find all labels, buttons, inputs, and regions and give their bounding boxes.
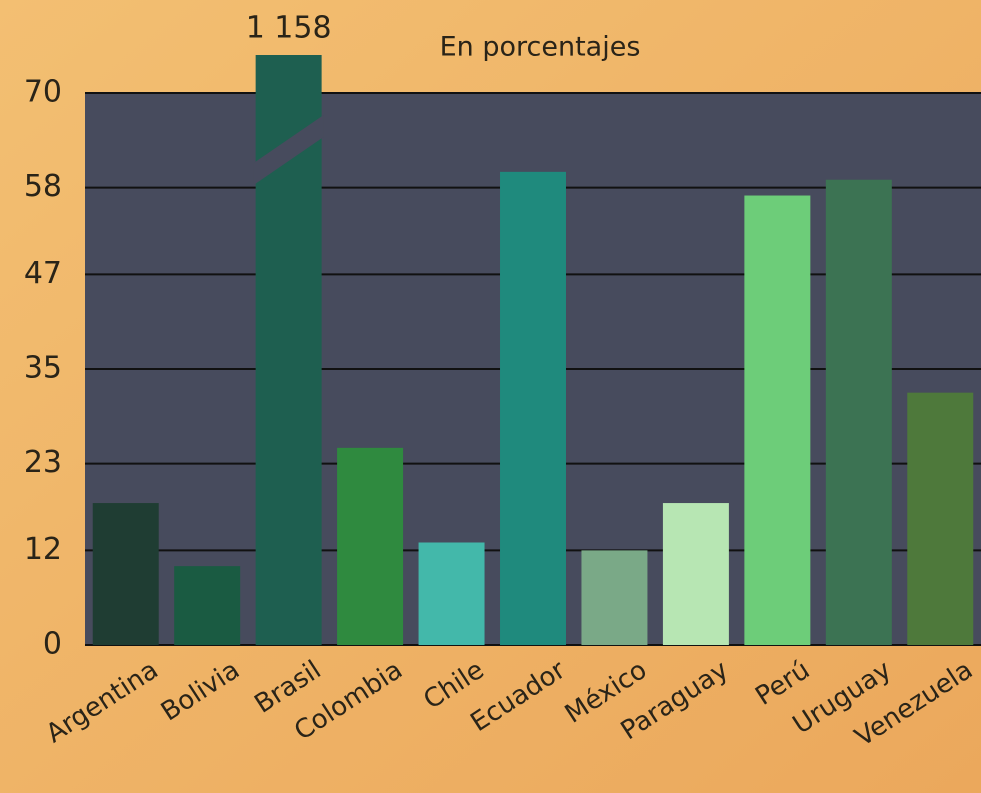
y-tick-label: 70: [24, 75, 62, 110]
y-tick-label: 58: [24, 169, 62, 204]
bar: [174, 566, 241, 645]
bar: [744, 195, 811, 645]
bar: [92, 503, 159, 645]
bar: [662, 503, 729, 645]
bar: [337, 447, 404, 645]
chart-subtitle: En porcentajes: [440, 32, 641, 63]
y-tick-label: 23: [24, 445, 62, 480]
y-tick-label: 12: [24, 532, 62, 567]
bar: [581, 550, 648, 645]
bar: [418, 542, 485, 645]
y-tick-label: 0: [43, 627, 62, 662]
bar: [825, 179, 892, 645]
y-tick-label: 47: [24, 256, 62, 291]
axis-break: [253, 115, 324, 185]
bar: [500, 171, 566, 645]
bar: [907, 392, 974, 645]
y-tick-label: 35: [24, 351, 62, 386]
value-label: 1 158: [246, 11, 332, 46]
